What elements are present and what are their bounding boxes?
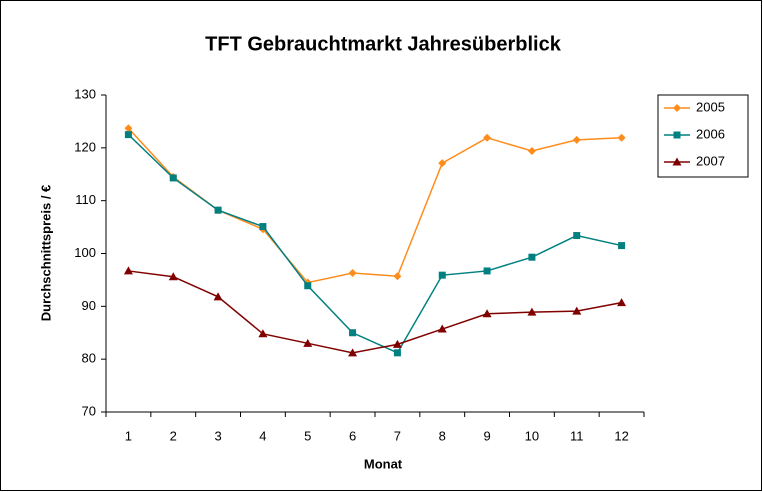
marker (349, 329, 357, 337)
marker (483, 133, 492, 142)
marker (214, 206, 222, 214)
marker (124, 124, 133, 133)
marker (482, 309, 492, 318)
y-tick-label: 80 (82, 351, 96, 366)
marker (527, 307, 537, 316)
y-tick-label: 90 (82, 298, 96, 313)
marker (169, 174, 177, 182)
marker (438, 271, 446, 279)
marker (527, 147, 536, 156)
marker (348, 348, 358, 357)
marker (392, 339, 402, 348)
y-tick-label: 110 (75, 192, 96, 207)
x-tick-label: 10 (525, 428, 539, 443)
marker (393, 272, 402, 281)
chart-title: TFT Gebrauchtmarkt Jahresüberblick (205, 33, 562, 55)
marker (617, 133, 626, 142)
marker (213, 292, 223, 301)
series-line (127, 134, 622, 354)
marker (573, 232, 581, 240)
marker (673, 104, 681, 112)
marker (304, 282, 312, 290)
x-tick-label: 4 (259, 428, 266, 443)
marker (168, 272, 178, 281)
marker (124, 131, 132, 139)
legend-label: 2006 (696, 126, 725, 141)
x-tick-label: 9 (483, 428, 490, 443)
y-tick-label: 130 (74, 86, 96, 101)
marker (528, 253, 536, 261)
legend-label: 2005 (696, 99, 725, 114)
x-tick-label: 12 (614, 428, 628, 443)
x-tick-label: 1 (125, 428, 132, 443)
marker (258, 329, 268, 338)
y-tick-label: 70 (82, 403, 96, 418)
marker (438, 159, 447, 168)
marker (672, 157, 682, 166)
marker (673, 131, 681, 139)
x-tick-label: 7 (394, 428, 401, 443)
marker (259, 223, 267, 231)
marker (572, 306, 582, 315)
marker (437, 324, 447, 333)
y-axis-title: Durchschnittspreis / € (38, 185, 53, 322)
legend-label: 2007 (696, 153, 725, 168)
marker (618, 242, 626, 250)
marker (483, 267, 491, 275)
x-tick-label: 11 (570, 428, 584, 443)
y-tick-label: 100 (74, 245, 96, 260)
x-tick-label: 8 (439, 428, 446, 443)
marker (617, 298, 627, 307)
marker (572, 135, 581, 144)
y-tick-label: 120 (74, 139, 96, 154)
x-tick-label: 2 (170, 428, 177, 443)
marker (393, 349, 401, 357)
x-tick-label: 3 (214, 428, 221, 443)
marker (123, 266, 133, 275)
series-line (128, 270, 622, 354)
marker (303, 338, 313, 347)
x-axis-title: Monat (364, 456, 403, 471)
x-tick-label: 5 (304, 428, 311, 443)
x-tick-label: 6 (349, 428, 356, 443)
marker (348, 269, 357, 278)
